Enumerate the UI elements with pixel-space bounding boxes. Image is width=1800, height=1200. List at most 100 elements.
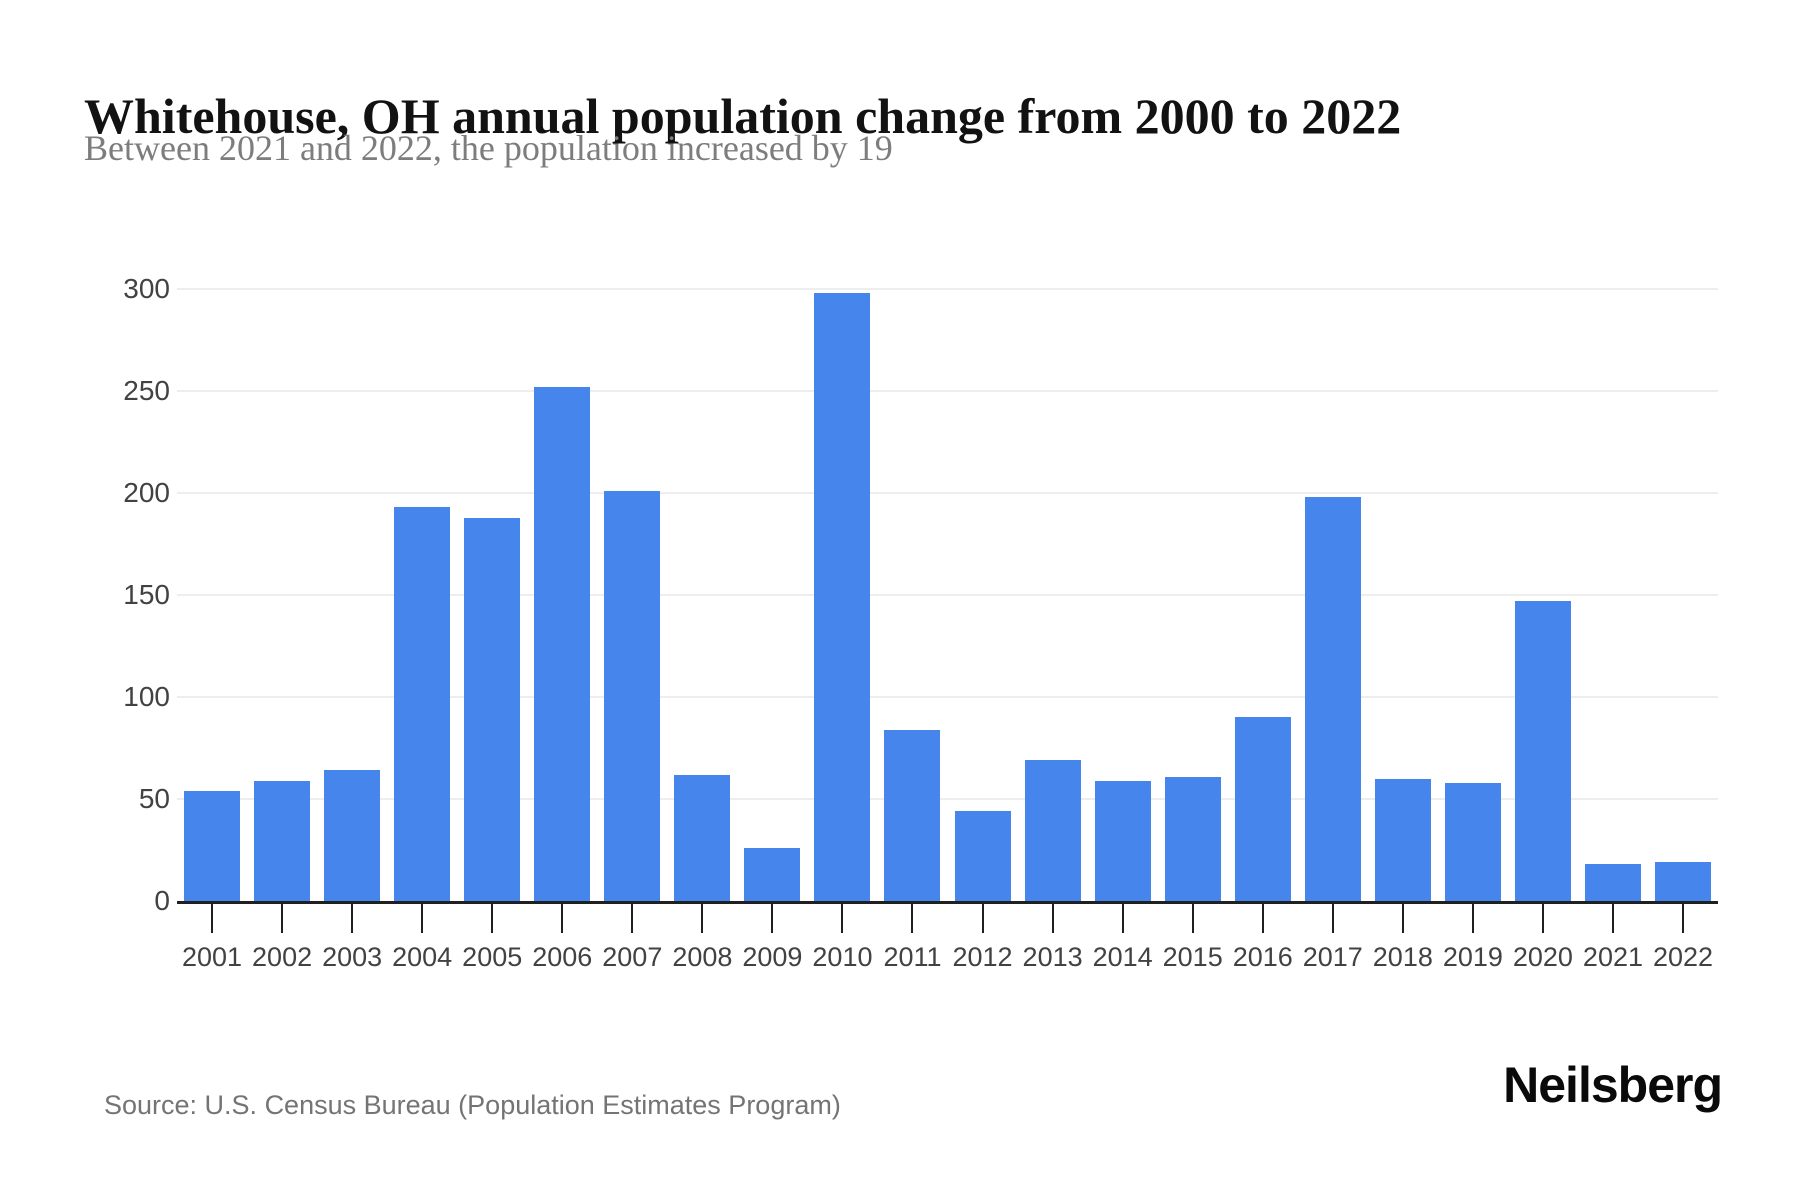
bar-2020[interactable] bbox=[1514, 601, 1571, 901]
bar-2008[interactable] bbox=[674, 774, 731, 901]
x-tick-2010 bbox=[841, 904, 844, 933]
bar-2018[interactable] bbox=[1374, 778, 1431, 901]
plot-area bbox=[177, 288, 1718, 904]
bar-2012[interactable] bbox=[954, 811, 1011, 901]
y-axis-label-100: 100 bbox=[123, 681, 170, 712]
x-tick-2021 bbox=[1611, 904, 1614, 933]
bar-slot-2015 bbox=[1158, 289, 1228, 901]
x-axis-label-2010: 2010 bbox=[812, 942, 873, 972]
bar-2002[interactable] bbox=[254, 780, 311, 901]
gridline-50 bbox=[177, 798, 1718, 800]
y-axis: 0 50 100 150 200 250 300 bbox=[40, 274, 170, 916]
bar-slot-2018 bbox=[1368, 289, 1438, 901]
x-axis-label-2014: 2014 bbox=[1092, 942, 1153, 972]
x-tick-2017 bbox=[1331, 904, 1334, 933]
bar-2005[interactable] bbox=[464, 517, 521, 901]
x-axis-label-2003: 2003 bbox=[322, 942, 383, 972]
x-tick-2015 bbox=[1191, 904, 1194, 933]
bar-2010[interactable] bbox=[814, 293, 871, 901]
bar-2003[interactable] bbox=[324, 770, 381, 901]
x-axis-label-2001: 2001 bbox=[181, 942, 243, 972]
x-tick-2004 bbox=[421, 904, 424, 933]
bar-slot-2019 bbox=[1438, 289, 1508, 901]
bar-2022[interactable] bbox=[1655, 862, 1711, 901]
x-tick-2019 bbox=[1471, 904, 1474, 933]
x-axis-label-2016: 2016 bbox=[1232, 942, 1293, 972]
bar-2015[interactable] bbox=[1164, 776, 1221, 901]
bar-2006[interactable] bbox=[534, 386, 591, 901]
gridline-300 bbox=[177, 288, 1718, 290]
bar-chart: 0 50 100 150 200 250 300 2001 2002 2003 2004 2005 2… bbox=[40, 274, 1718, 973]
x-tick-2011 bbox=[911, 904, 914, 933]
x-axis-label-2008: 2008 bbox=[672, 942, 733, 972]
bar-slot-2016 bbox=[1228, 289, 1298, 901]
x-tick-2005 bbox=[491, 904, 494, 933]
bar-2007[interactable] bbox=[604, 491, 661, 901]
bar-2001[interactable] bbox=[184, 790, 241, 901]
bar-slot-2017 bbox=[1298, 289, 1368, 901]
gridline-150 bbox=[177, 594, 1718, 596]
x-tick-2013 bbox=[1051, 904, 1054, 933]
x-tick-2003 bbox=[351, 904, 354, 933]
bar-slot-2012 bbox=[948, 289, 1018, 901]
y-axis-label-300: 300 bbox=[123, 273, 170, 304]
gridline-100 bbox=[177, 696, 1718, 698]
x-tick-2016 bbox=[1261, 904, 1264, 933]
x-tick-2014 bbox=[1121, 904, 1124, 933]
bar-2019[interactable] bbox=[1444, 782, 1501, 901]
bar-slot-2020 bbox=[1508, 289, 1578, 901]
x-axis-label-2007: 2007 bbox=[602, 942, 663, 972]
page-title: Whitehouse, OH annual population change … bbox=[84, 87, 1402, 144]
x-axis-label-2002: 2002 bbox=[252, 942, 313, 972]
source-text: Source: U.S. Census Bureau (Population E… bbox=[104, 1090, 841, 1120]
bar-2016[interactable] bbox=[1234, 717, 1291, 901]
x-axis-label-2006: 2006 bbox=[532, 942, 593, 972]
bar-slot-2009 bbox=[737, 289, 807, 901]
x-axis-label-2018: 2018 bbox=[1372, 942, 1433, 972]
bar-slot-2003 bbox=[317, 289, 387, 901]
x-tick-2018 bbox=[1401, 904, 1404, 933]
bar-slot-2022 bbox=[1648, 289, 1718, 901]
bar-2011[interactable] bbox=[884, 729, 941, 901]
y-axis-label-150: 150 bbox=[123, 579, 170, 610]
bar-slot-2001 bbox=[177, 289, 247, 901]
bar-2004[interactable] bbox=[394, 507, 451, 901]
bar-slot-2013 bbox=[1018, 289, 1088, 901]
bar-slot-2014 bbox=[1088, 289, 1158, 901]
y-axis-label-0: 0 bbox=[154, 885, 170, 916]
bar-2017[interactable] bbox=[1304, 497, 1361, 901]
x-axis-label-2009: 2009 bbox=[742, 942, 803, 972]
y-axis-label-200: 200 bbox=[123, 477, 170, 508]
x-tick-2007 bbox=[631, 904, 634, 933]
bar-2021[interactable] bbox=[1584, 864, 1641, 901]
x-axis: 2001 2002 2003 2004 2005 2006 2007 2008 2009 2010… bbox=[177, 941, 1718, 973]
x-tick-2012 bbox=[981, 904, 984, 933]
y-axis-label-250: 250 bbox=[123, 375, 170, 406]
x-axis-label-2019: 2019 bbox=[1442, 942, 1503, 972]
bar-2014[interactable] bbox=[1094, 780, 1151, 901]
gridline-250 bbox=[177, 390, 1718, 392]
x-tick-2002 bbox=[281, 904, 284, 933]
x-tick-2001 bbox=[211, 904, 214, 933]
bar-slot-2007 bbox=[597, 289, 667, 901]
x-tick-2008 bbox=[701, 904, 704, 933]
x-axis-label-2020: 2020 bbox=[1512, 942, 1573, 972]
x-tick-2006 bbox=[561, 904, 564, 933]
x-axis-label-2012: 2012 bbox=[952, 942, 1013, 972]
gridline-200 bbox=[177, 492, 1718, 494]
bar-slot-2004 bbox=[387, 289, 457, 901]
x-tick-2020 bbox=[1541, 904, 1544, 933]
bar-slot-2002 bbox=[247, 289, 317, 901]
bar-2013[interactable] bbox=[1024, 760, 1081, 901]
y-axis-label-50: 50 bbox=[138, 783, 170, 814]
x-axis-label-2021: 2021 bbox=[1582, 942, 1643, 972]
page-subtitle: Between 2021 and 2022, the population in… bbox=[84, 128, 893, 168]
bar-2009[interactable] bbox=[744, 848, 801, 901]
x-axis-label-2004: 2004 bbox=[392, 942, 453, 972]
x-axis-ticks bbox=[177, 904, 1718, 933]
x-axis-label-2017: 2017 bbox=[1302, 942, 1363, 972]
bar-slot-2021 bbox=[1578, 289, 1648, 901]
x-tick-2022 bbox=[1681, 904, 1684, 933]
x-axis-label-2005: 2005 bbox=[462, 942, 523, 972]
bar-slot-2006 bbox=[527, 289, 597, 901]
